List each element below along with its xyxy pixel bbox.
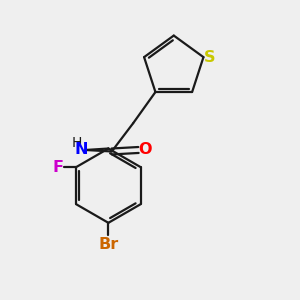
- Text: Br: Br: [98, 237, 118, 252]
- Text: O: O: [138, 142, 152, 158]
- Text: H: H: [72, 136, 83, 150]
- Text: N: N: [74, 142, 88, 158]
- Text: S: S: [204, 50, 216, 64]
- Text: F: F: [52, 160, 63, 175]
